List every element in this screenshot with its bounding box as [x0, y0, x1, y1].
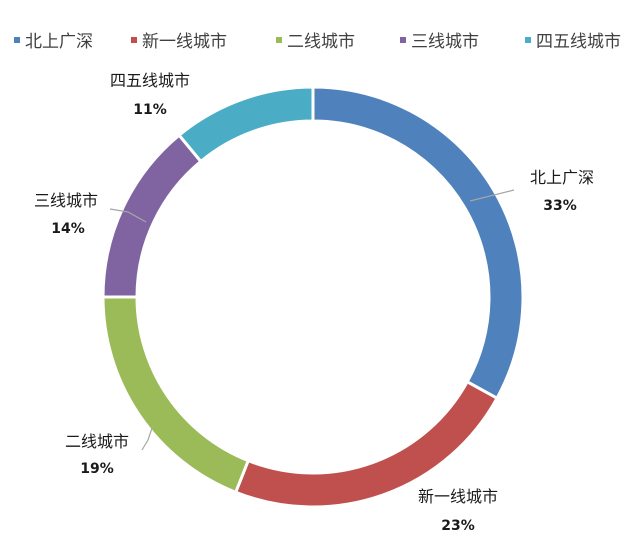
- doughnut-slice: [177, 85, 315, 164]
- slices-group: [101, 85, 525, 509]
- legend-marker: [525, 37, 531, 43]
- data-label-name: 新一线城市: [418, 487, 498, 506]
- legend-label: 北上广深: [25, 32, 93, 52]
- doughnut-slice: [101, 133, 203, 299]
- data-label-percent: 19%: [80, 461, 114, 477]
- legend-marker: [400, 37, 406, 43]
- leader-line: [141, 427, 153, 451]
- data-labels-group: 北上广深 33% 新一线城市 23% 二线城市 19% 三线城市 14% 四五线城市 11%: [34, 71, 594, 534]
- data-label-percent: 23%: [441, 518, 475, 534]
- leader-line: [469, 189, 515, 202]
- data-label-percent: 11%: [133, 102, 167, 118]
- legend-label: 四五线城市: [536, 32, 621, 52]
- data-label-name: 四五线城市: [110, 71, 190, 90]
- data-label-name: 三线城市: [34, 191, 98, 210]
- leader-line: [109, 208, 147, 223]
- data-label-percent: 14%: [51, 221, 85, 237]
- data-label-percent: 33%: [543, 198, 577, 214]
- doughnut-slice: [311, 85, 525, 401]
- legend-marker: [276, 37, 282, 43]
- legend-marker: [131, 37, 137, 43]
- leader-lines-group: [109, 189, 515, 451]
- doughnut-slice: [101, 295, 251, 495]
- data-label-name: 二线城市: [65, 432, 129, 451]
- legend: 北上广深 新一线城市 二线城市 三线城市 四五线城市: [14, 32, 621, 52]
- legend-label: 三线城市: [411, 32, 479, 52]
- legend-label: 二线城市: [287, 32, 355, 52]
- data-label-name: 北上广深: [530, 168, 594, 187]
- legend-label: 新一线城市: [142, 32, 227, 52]
- legend-marker: [14, 37, 20, 43]
